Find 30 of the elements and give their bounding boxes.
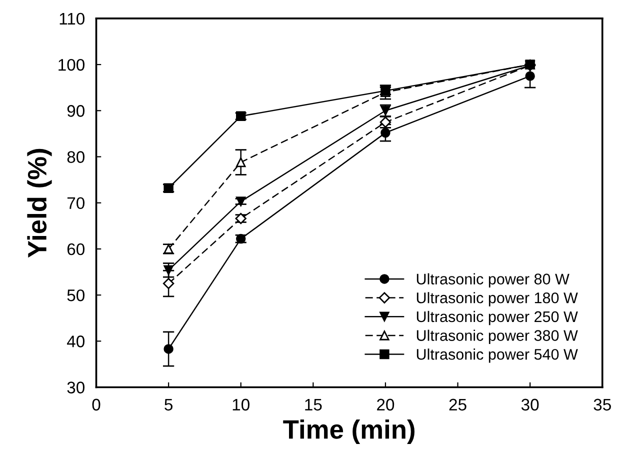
point [236, 157, 246, 168]
x-tick-label: 5 [164, 398, 172, 411]
legend-label: Ultrasonic power 180 W [416, 292, 578, 306]
y-tick-label: 80 [67, 151, 84, 163]
y-tick-label: 100 [58, 58, 84, 71]
x-tick-label: 35 [594, 398, 611, 411]
y-tick-label: 90 [67, 105, 84, 117]
y-tick-label: 70 [67, 197, 84, 210]
point [164, 265, 174, 276]
legend-label: Ultrasonic power 80 W [416, 273, 570, 288]
y-tick-label: 60 [67, 243, 84, 256]
y-tick-label: 30 [67, 382, 84, 394]
y-tick-label: 40 [66, 336, 84, 348]
point [525, 71, 535, 81]
y-axis-title: Yield (%) [27, 148, 52, 258]
y-tick-label: 110 [60, 12, 84, 25]
legend-label: Ultrasonic power 250 W [416, 310, 578, 326]
x-tick-label: 0 [92, 398, 100, 411]
x-tick-label: 25 [449, 398, 466, 411]
point [162, 278, 174, 290]
legend-label: Ultrasonic power 540 W [416, 348, 578, 363]
point [380, 128, 390, 138]
x-tick-label: 15 [305, 398, 322, 411]
x-axis-title: Time (min) [283, 419, 414, 444]
x-tick-label: 20 [377, 398, 394, 411]
point [164, 344, 174, 354]
x-tick-label: 30 [521, 398, 539, 411]
x-tick-label: 10 [232, 398, 250, 411]
y-tick-label: 50 [67, 289, 84, 302]
legend-label: Ultrasonic power 380 W [416, 330, 578, 344]
